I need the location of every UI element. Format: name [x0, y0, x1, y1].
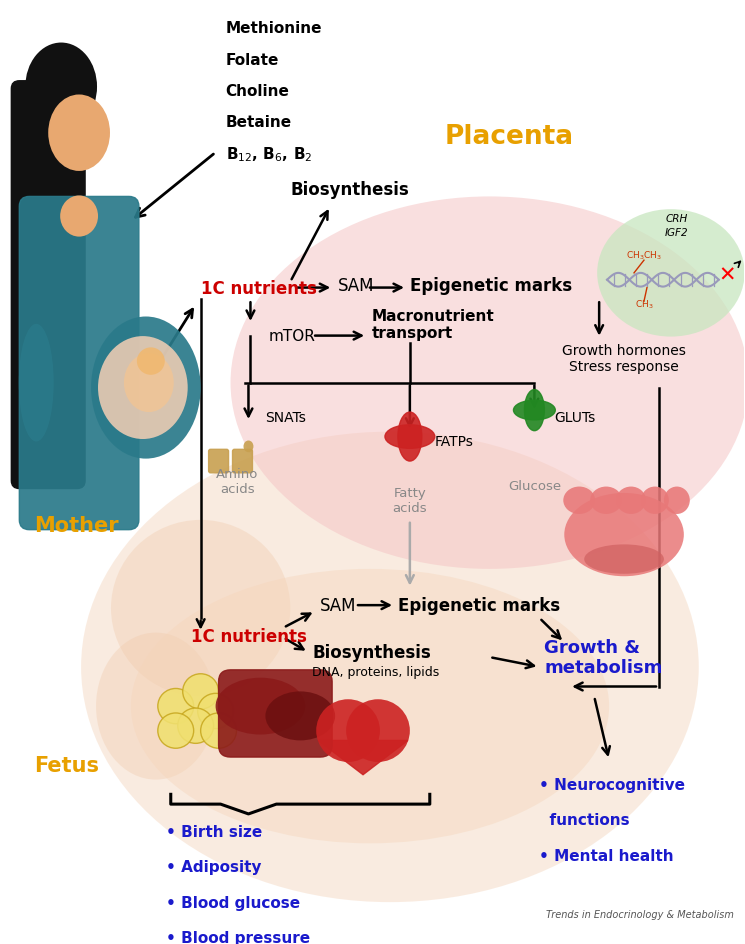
Text: SAM: SAM — [338, 277, 375, 295]
Text: SNATs: SNATs — [265, 411, 306, 425]
Text: 1C nutrients: 1C nutrients — [200, 279, 317, 297]
FancyBboxPatch shape — [209, 450, 229, 473]
Text: Macronutrient
transport: Macronutrient transport — [372, 309, 495, 341]
Ellipse shape — [641, 487, 669, 514]
FancyBboxPatch shape — [232, 450, 253, 473]
FancyBboxPatch shape — [11, 82, 85, 489]
Ellipse shape — [111, 520, 291, 697]
Circle shape — [183, 674, 218, 709]
Text: IGF2: IGF2 — [665, 228, 688, 238]
Text: Amino
acids: Amino acids — [216, 467, 259, 496]
FancyBboxPatch shape — [218, 670, 332, 757]
Text: B$_{12}$, B$_6$, B$_2$: B$_{12}$, B$_6$, B$_2$ — [226, 144, 312, 163]
Ellipse shape — [590, 487, 622, 514]
Text: CRH: CRH — [666, 213, 688, 224]
Text: Biosynthesis: Biosynthesis — [312, 644, 431, 662]
Ellipse shape — [96, 632, 215, 780]
Ellipse shape — [48, 95, 110, 172]
Ellipse shape — [124, 354, 174, 413]
Text: Mother: Mother — [34, 515, 118, 535]
Text: Choline: Choline — [226, 84, 289, 99]
Text: CH$_3$CH$_3$: CH$_3$CH$_3$ — [626, 250, 662, 262]
Text: mTOR: mTOR — [268, 329, 315, 344]
Text: 1C nutrients: 1C nutrients — [191, 627, 306, 645]
Text: • Neurocognitive: • Neurocognitive — [539, 777, 685, 792]
Ellipse shape — [563, 487, 595, 514]
Text: Fetus: Fetus — [34, 755, 98, 775]
Text: Methionine: Methionine — [226, 22, 322, 36]
Circle shape — [200, 714, 236, 749]
Ellipse shape — [98, 337, 188, 440]
Ellipse shape — [564, 494, 684, 577]
Ellipse shape — [131, 569, 609, 843]
Text: Betaine: Betaine — [226, 115, 292, 130]
Text: Growth hormones
Stress response: Growth hormones Stress response — [562, 344, 686, 374]
Circle shape — [178, 708, 214, 744]
Polygon shape — [318, 741, 408, 775]
Ellipse shape — [616, 487, 646, 514]
Circle shape — [316, 700, 380, 762]
Circle shape — [137, 348, 165, 376]
Text: Placenta: Placenta — [445, 124, 574, 149]
Text: DNA, proteins, lipids: DNA, proteins, lipids — [312, 666, 440, 679]
Ellipse shape — [19, 325, 54, 442]
Ellipse shape — [230, 197, 745, 569]
Ellipse shape — [524, 390, 545, 431]
Text: • Mental health: • Mental health — [539, 848, 674, 863]
Ellipse shape — [664, 487, 690, 514]
Ellipse shape — [215, 678, 305, 734]
Text: functions: functions — [539, 813, 630, 828]
Text: ✕: ✕ — [718, 265, 735, 285]
Text: CH$_3$: CH$_3$ — [635, 298, 653, 312]
Ellipse shape — [597, 210, 744, 337]
FancyBboxPatch shape — [19, 197, 139, 531]
Ellipse shape — [25, 43, 97, 131]
Text: Biosynthesis: Biosynthesis — [291, 180, 410, 198]
Ellipse shape — [265, 692, 335, 741]
Ellipse shape — [584, 545, 664, 574]
Ellipse shape — [398, 413, 422, 462]
Text: • Adiposity: • Adiposity — [166, 859, 261, 874]
Text: Glucose: Glucose — [508, 480, 561, 493]
Ellipse shape — [385, 426, 435, 448]
Ellipse shape — [91, 317, 200, 459]
Text: SAM: SAM — [320, 597, 357, 615]
Text: FATPs: FATPs — [435, 435, 474, 449]
Text: Trends in Endocrinology & Metabolism: Trends in Endocrinology & Metabolism — [546, 909, 734, 919]
Circle shape — [158, 714, 194, 749]
Text: • Birth size: • Birth size — [166, 824, 262, 839]
Circle shape — [197, 694, 233, 729]
Text: Folate: Folate — [226, 53, 279, 68]
Ellipse shape — [81, 432, 699, 902]
Text: • Blood glucose: • Blood glucose — [166, 895, 300, 910]
Text: Growth &
metabolism: Growth & metabolism — [545, 638, 663, 677]
Text: GLUTs: GLUTs — [554, 411, 595, 425]
Ellipse shape — [513, 401, 555, 420]
Ellipse shape — [60, 196, 98, 237]
Text: Epigenetic marks: Epigenetic marks — [398, 597, 560, 615]
Text: Fatty
acids: Fatty acids — [393, 487, 427, 514]
Circle shape — [346, 700, 410, 762]
Circle shape — [158, 689, 194, 724]
Text: Epigenetic marks: Epigenetic marks — [410, 277, 572, 295]
Text: • Blood pressure: • Blood pressure — [166, 930, 310, 944]
Ellipse shape — [244, 441, 253, 453]
